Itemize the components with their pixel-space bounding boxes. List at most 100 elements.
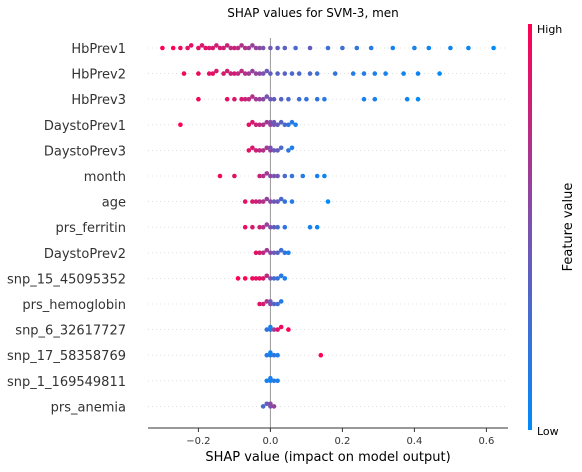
feature-label: DaystoPrev2 [44,247,126,262]
shap-point [264,401,270,407]
shap-point [282,173,288,179]
shap-point [293,122,298,128]
shap-point [275,250,280,256]
shap-point [217,173,223,179]
shap-point [282,224,288,230]
shap-point [206,45,212,51]
shap-point [491,45,496,51]
shap-point [275,71,280,76]
shap-point [275,327,280,332]
shap-point [322,173,327,179]
feature-label: snp_15_45095352 [7,272,126,287]
shap-point [271,352,277,358]
shap-point [242,71,248,76]
x-axis-label: SHAP value (impact on model output) [205,450,450,465]
shap-point [466,45,471,51]
chart-title: SHAP values for SVM-3, men [227,6,399,20]
shap-point [350,71,356,76]
shap-point [404,96,410,102]
feature-label: DaystoPrev1 [44,119,126,134]
colorbar-gradient [528,24,532,430]
shap-point [390,45,396,51]
shap-point [181,71,187,76]
shap-point [185,45,190,51]
shap-point [289,119,295,125]
x-tick-label: 0.2 [334,436,350,447]
shap-point [325,199,331,204]
shap-point [260,276,266,281]
shap-point [275,276,280,281]
shap-point [232,45,237,51]
feature-label: month [84,170,126,185]
shap-point [203,45,208,51]
shap-point [314,71,320,76]
shap-point [264,352,270,358]
shap-point [271,96,277,102]
shap-point [304,96,309,102]
shap-point [282,250,288,256]
shap-point [253,250,259,256]
feature-label: HbPrev1 [71,42,126,57]
shap-point [264,378,270,384]
shap-point [264,94,270,99]
feature-label: DaystoPrev3 [44,144,126,159]
shap-point [332,71,338,76]
shap-point [242,45,248,51]
shap-point [289,199,295,204]
shap-point [372,96,378,102]
shap-point [278,96,284,102]
shap-point [235,71,241,76]
shap-point [314,96,320,102]
shap-point [271,404,277,409]
shap-point [246,148,252,153]
shap-point [354,45,360,51]
shap-point [264,273,270,279]
shap-point [257,148,262,153]
shap-point [264,222,270,227]
shap-point [232,71,237,76]
shap-point [412,45,417,51]
shap-point [257,96,262,102]
shap-point [268,45,273,51]
shap-point [264,327,270,332]
shap-point [271,173,277,179]
shap-point [286,250,291,256]
colorbar: High Low Feature value [528,23,576,438]
shap-point [196,71,201,76]
shap-point [286,148,291,153]
shap-point [282,276,288,281]
shap-point [250,94,255,99]
shap-point [257,301,262,307]
shap-point [268,199,273,204]
shap-point [260,96,266,102]
shap-point [257,199,262,204]
shap-point [271,301,277,307]
shap-point [199,43,205,48]
shap-point [239,43,244,48]
shap-point [210,45,216,51]
shap-point [250,119,255,125]
shap-point [271,250,277,256]
feature-label: snp_17_58358769 [7,349,126,364]
shap-point [250,43,255,48]
shap-point [178,122,183,128]
shap-point [214,43,219,48]
shap-point [221,71,226,76]
shap-point [275,378,280,384]
shap-point [257,224,262,230]
shap-point [361,71,367,76]
shap-point [260,301,266,307]
shap-point [401,71,406,76]
shap-point [448,45,453,51]
shap-point [278,247,284,253]
shap-point [437,71,442,76]
feature-rows: HbPrev1 HbPrev2 HbPrev3 DaystoPrev1 DaystoPr… [7,38,508,428]
shap-point [253,276,259,281]
shap-point [217,45,223,51]
shap-point [250,145,255,151]
shap-point [196,96,201,102]
shap-point [178,45,183,51]
shap-point [271,327,277,332]
shap-point [286,122,291,128]
